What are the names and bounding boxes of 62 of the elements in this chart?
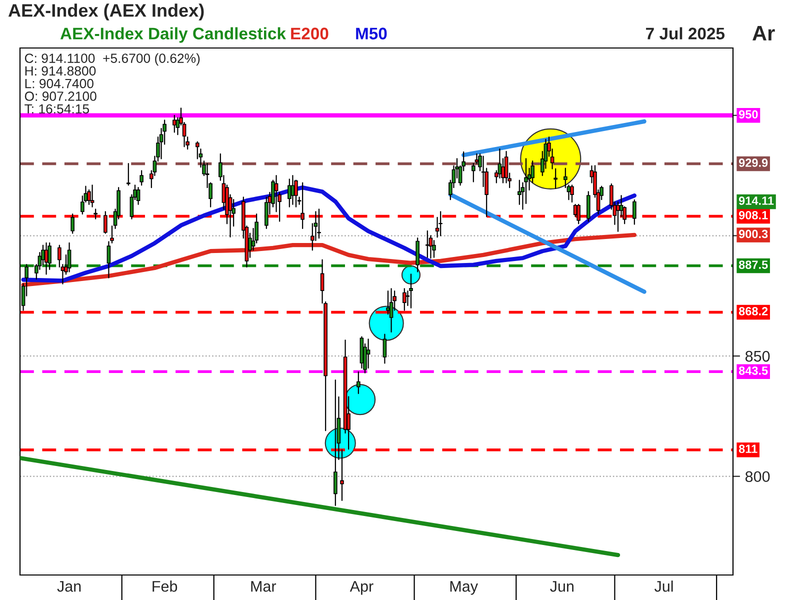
annotation: T: 16:54:15 xyxy=(24,104,90,114)
ref-line-label: 887.5 xyxy=(738,260,768,269)
candlestick xyxy=(632,199,636,225)
annotation: H: 914.8800 xyxy=(25,66,96,76)
candlestick xyxy=(576,204,580,224)
x-tick-label: Jun xyxy=(550,581,574,592)
candlestick xyxy=(274,174,278,212)
ref-line-label: 950 xyxy=(738,110,758,119)
candlestick xyxy=(106,241,111,278)
candlestick xyxy=(438,211,442,236)
candlestick xyxy=(472,162,476,182)
text: E200 xyxy=(291,28,328,40)
candlestick xyxy=(317,208,321,239)
x-tick-label: Apr xyxy=(350,581,374,595)
candlestick xyxy=(389,288,394,333)
y-tick-label: 800 xyxy=(745,471,770,482)
candlestick xyxy=(94,208,98,220)
candlestick xyxy=(196,141,200,160)
text: M50 xyxy=(356,28,387,40)
candlestick xyxy=(90,184,94,208)
candlestick xyxy=(366,338,370,369)
annotation: O: 907.2100 xyxy=(24,92,96,101)
chart-subtitle: AEX-Index Daily Candlestick xyxy=(60,27,286,43)
text: 7 Jul 2025 xyxy=(646,27,725,40)
ref-line-label: 811 xyxy=(738,444,758,454)
candlestick xyxy=(104,211,108,234)
candlestick xyxy=(402,288,406,311)
y-tick-label: 850 xyxy=(745,350,770,362)
candlestick xyxy=(356,371,360,394)
ref-line-label: 929.9 xyxy=(738,158,768,167)
candlestick xyxy=(386,290,390,315)
candlestick xyxy=(70,213,74,234)
x-tick-label: May xyxy=(450,581,478,595)
x-tick-label: Mar xyxy=(251,581,276,592)
candlestick xyxy=(564,168,568,188)
candlestick xyxy=(586,191,590,222)
candlestick xyxy=(172,114,176,133)
candlestick xyxy=(616,201,620,232)
candlestick xyxy=(126,162,130,186)
text: 914.11 xyxy=(738,196,774,205)
candlestick xyxy=(524,158,528,204)
candlestick xyxy=(58,244,62,268)
ref-line-label: 908.1 xyxy=(738,211,768,220)
ref-line-label: 868.2 xyxy=(738,307,768,316)
candlestick xyxy=(340,449,344,501)
chart-title: AEX-Index (AEX Index) xyxy=(8,4,204,20)
candlestick xyxy=(136,187,140,205)
text: 900.3 xyxy=(738,230,768,238)
x-tick-label: Jul xyxy=(654,580,673,592)
candlestick xyxy=(554,168,558,190)
candlestick xyxy=(288,178,292,208)
ref-line-label: 843.5 xyxy=(738,366,768,375)
candlestick xyxy=(140,170,144,186)
x-tick-label: Jan xyxy=(57,581,81,592)
candlestick xyxy=(570,184,574,203)
candlestick xyxy=(300,182,304,230)
candlestick xyxy=(409,274,413,308)
annotation: C: 914.1100 +5.6700 (0.62%) xyxy=(24,53,200,66)
text: Ar xyxy=(752,26,775,40)
annotation: L: 904.7400 xyxy=(25,78,94,88)
candlestick xyxy=(382,334,387,364)
x-tick-label: Feb xyxy=(152,580,178,592)
